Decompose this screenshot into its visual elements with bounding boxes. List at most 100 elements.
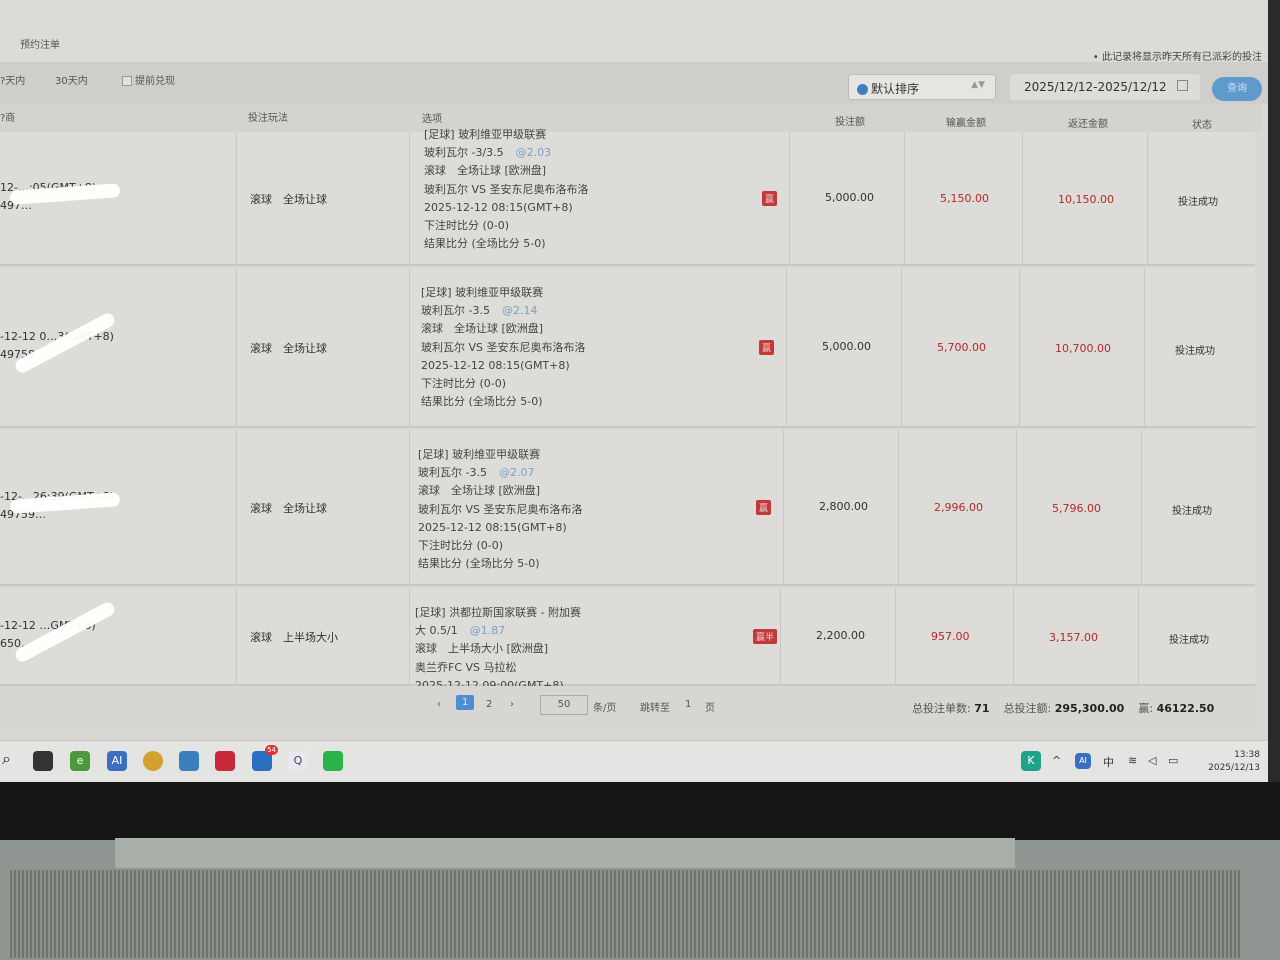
return-cell [1017,430,1142,584]
date-range-input[interactable]: 2025/12/12-2025/12/12 [1010,74,1200,100]
clock-time: 13:38 [1234,750,1260,760]
calendar-icon[interactable] [1177,80,1188,91]
page-title: 预约注单 [20,40,60,51]
prev-page-button[interactable]: ‹ [437,699,441,710]
time-cell [0,132,237,264]
total-value: 295,300.00 [1054,702,1125,715]
win-label: 赢: [1138,702,1154,715]
page-2-button[interactable]: 2 [486,699,493,710]
laptop-bezel [0,782,1280,842]
winloss-cell [899,430,1017,584]
play-cell [237,268,410,426]
match: 玻利瓦尔 VS 圣安东尼奥布洛布洛 [421,340,586,354]
jump-label: 跳转至 [640,703,670,714]
page-size-input[interactable]: 50 [540,695,588,715]
result-score: 结果比分 (全场比分 5-0) [424,237,546,251]
app-icon[interactable] [179,751,199,771]
count-label: 总投注单数: [912,702,971,715]
result-badge: 赢 [756,500,772,515]
ai-tray-icon[interactable]: AI [1075,753,1091,769]
winloss-cell [905,132,1023,264]
play-cell [237,132,410,264]
clock[interactable]: 13:38 2025/12/13 [1208,749,1260,775]
league: [足球] 玻利维亚甲级联赛 [424,128,547,141]
col-header-0: ?商 [0,113,16,124]
page-suffix: 页 [705,703,715,714]
tab-days[interactable]: ?天内 [0,76,26,87]
option-cell [410,132,790,264]
col-header-return: 返还金额 [1068,119,1108,130]
play-type: 滚球 上半场大小 [250,631,338,644]
option-cell [407,268,787,426]
table-row[interactable]: -12-12 0…3(GMT+8) 49758… 滚球 全场让球 [足球] 玻利… [0,268,1255,428]
col-header-play: 投注玩法 [248,113,288,124]
page-1-button[interactable]: 1 [456,695,475,710]
winloss-amount: 2,996.00 [934,501,983,514]
notice-text: • 此记录将显示昨天所有已派彩的投注 [1092,52,1262,63]
play-type: 滚球 全场让球 [250,193,327,206]
volume-icon[interactable]: ◁ [1148,754,1157,767]
wifi-icon[interactable]: ≋ [1128,754,1138,767]
pick: 玻利瓦尔 -3.5 [418,466,487,480]
stake-amount: 2,200.00 [816,629,865,642]
search-icon[interactable]: ⌕ [2,749,11,768]
bet-details: [足球] 玻利维亚甲级联赛 玻利瓦尔 -3/3.5 @2.03 滚球 全场让球 [欧洲… [424,126,589,253]
screen: 预约注单 • 此记录将显示昨天所有已派彩的投注 ?天内 30天内 提前兑现 默认… [0,0,1268,782]
time-cell [0,588,237,684]
option-cell [404,430,784,584]
bet-details: [足球] 洪都拉斯国家联赛 - 附加赛大 0.5/1 @1.87 滚球 上半场大小 … [415,604,581,695]
option-cell [401,588,781,684]
k-app-icon[interactable]: K [1021,751,1041,771]
kickoff: 2025-12-12 08:15(GMT+8) [424,200,573,214]
kickoff: 2025-12-12 08:15(GMT+8) [418,520,567,534]
winloss-amount: 5,700.00 [937,341,986,354]
app-red-icon[interactable] [215,751,235,771]
bet-details: [足球] 玻利维亚甲级联赛 玻利瓦尔 -3.5 @2.14 滚球 全场让球 [欧洲盘]… [421,284,586,411]
market: 滚球 全场让球 [欧洲盘] [421,322,544,336]
chrome-icon[interactable] [143,751,163,771]
stake-amount: 2,800.00 [819,500,868,513]
return-amount: 10,700.00 [1055,342,1111,355]
ie-browser-icon[interactable]: e [70,751,90,771]
status-text: 投注成功 [1169,635,1209,646]
search-app-icon[interactable]: Q [288,751,308,771]
match: 奥兰乔FC VS 马拉松 [415,660,517,674]
query-button[interactable]: 查询 [1212,77,1262,101]
winloss-cell [902,268,1020,426]
messenger-icon[interactable]: 54 [252,745,278,771]
winloss-amount: 957.00 [931,630,970,643]
time-cell [0,430,237,584]
table-row[interactable]: -12-12 …GMT+8) 650… 滚球 上半场大小 [足球] 洪都拉斯国家… [0,588,1255,692]
summary: 总投注单数: 71 总投注额: 295,300.00 赢: 46122.50 [912,700,1214,716]
tab-30-days[interactable]: 30天内 [55,76,88,87]
table-header: ?商 投注玩法 选项 投注额 输赢金额 返还金额 状态 [0,104,1262,132]
next-page-button[interactable]: › [510,699,514,710]
tray-expand-icon[interactable]: ^ [1052,754,1062,767]
market: 滚球 上半场大小 [欧洲盘] [415,642,549,656]
sort-select[interactable]: 默认排序 ▲▼ [848,74,996,100]
date-range-value: 2025/12/12-2025/12/12 [1024,80,1167,94]
stake-cell [784,430,899,584]
return-amount: 5,796.00 [1052,502,1101,515]
task-view-icon[interactable] [33,751,53,771]
pick: 玻利瓦尔 -3.5 [421,304,490,318]
return-cell [1023,132,1148,264]
play-type: 滚球 全场让球 [250,342,327,355]
battery-icon[interactable]: ▭ [1168,754,1179,767]
bet-score: 下注时比分 (0-0) [421,377,507,391]
stake-amount: 5,000.00 [825,191,874,204]
wechat-icon[interactable] [323,751,343,771]
speaker-grill [10,870,1240,958]
early-cashout-checkbox[interactable]: 提前兑现 [122,72,175,87]
bet-score: 下注时比分 (0-0) [424,219,510,233]
table-row[interactable]: 12-…:05(GMT+8) 497… 滚球 全场让球 [足球] 玻利维亚甲级联… [0,128,1255,266]
ime-indicator[interactable]: 中 [1103,756,1114,769]
result-badge: 赢半 [753,629,778,644]
status-text: 投注成功 [1175,346,1215,357]
stake-amount: 5,000.00 [822,340,871,353]
table-row[interactable]: -12-…26:39(GMT+8) 49759… 滚球 全场让球 [足球] 玻利… [0,430,1255,586]
clock-date: 2025/12/13 [1208,763,1260,773]
ai-app-icon[interactable]: AI [107,751,127,771]
jump-input[interactable]: 1 [685,699,692,710]
checkbox-icon[interactable] [122,76,132,86]
